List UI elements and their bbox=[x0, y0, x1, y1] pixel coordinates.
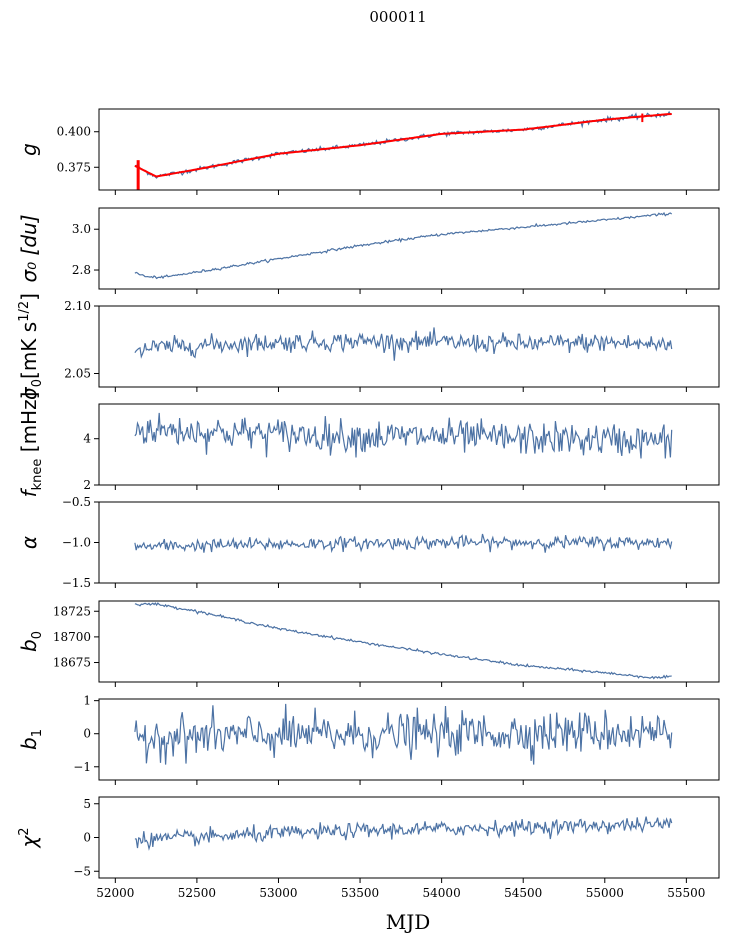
x-tick-label: 52000 bbox=[96, 886, 134, 900]
x-tick-label: 52500 bbox=[178, 886, 216, 900]
y-axis-label-g: g bbox=[17, 143, 41, 156]
y-tick-label: 0.375 bbox=[57, 160, 91, 174]
x-tick-label: 54000 bbox=[423, 886, 461, 900]
y-tick-label: 0.400 bbox=[57, 125, 91, 139]
x-tick-label: 55000 bbox=[586, 886, 624, 900]
y-axis-label-chi2: χ2 bbox=[17, 827, 41, 848]
axes-frame-b0 bbox=[98, 600, 720, 683]
subplot-b1: −1 0 1 b1 bbox=[17, 694, 720, 785]
subplot-fknee: 2 4 fknee [mHz] bbox=[17, 392, 720, 498]
x-tick-label: 54500 bbox=[504, 886, 542, 900]
y-tick-label: −1.0 bbox=[62, 536, 91, 550]
series-line-b0 bbox=[134, 602, 672, 680]
series-line-b1 bbox=[134, 703, 673, 765]
y-axis-label-sigma0_du: σ₀ [du] bbox=[17, 214, 41, 282]
y-tick-label: 5 bbox=[83, 797, 91, 811]
y-tick-label: −0.5 bbox=[62, 495, 91, 509]
subplot-g: 0.375 0.400 g bbox=[17, 108, 720, 195]
y-tick-label: 2.8 bbox=[72, 263, 91, 277]
subplot-alpha: −1.5 −1.0 −0.5 α bbox=[17, 495, 720, 590]
y-tick-label: 4 bbox=[83, 432, 91, 446]
subplot-b0: 18675 18700 18725 b0 bbox=[17, 600, 720, 687]
subplot-sigma0_du: 2.8 3.0 σ₀ [du] bbox=[17, 207, 720, 294]
axes-frame-g bbox=[98, 108, 720, 191]
series-line-chi2 bbox=[134, 816, 673, 851]
y-tick-label: 0 bbox=[83, 727, 91, 741]
y-tick-label: 2.05 bbox=[64, 367, 91, 381]
y-tick-label: 2.10 bbox=[64, 299, 91, 313]
axes-frame-b1 bbox=[98, 698, 720, 781]
y-tick-label: −1.5 bbox=[62, 576, 91, 590]
y-axis-label-fknee: fknee [mHz] bbox=[17, 392, 45, 498]
axes-frame-sigma0_du bbox=[98, 207, 720, 290]
subplot-stack: 0.375 0.400 g 2.8 3.0 σ₀ [du] 2.05 2.10 σ0[mK s1… bbox=[17, 108, 720, 900]
axes-frame-sigma0_mK bbox=[98, 305, 720, 388]
axes-frame-chi2 bbox=[98, 796, 720, 879]
series-line-alpha bbox=[134, 533, 673, 554]
subplot-chi2: −5 0 5 52000 52500 53000 53500 54000 54500 55000 5… bbox=[17, 796, 720, 900]
subplot-sigma0_mK: 2.05 2.10 σ0[mK s1/2] bbox=[17, 293, 720, 400]
y-tick-label: 0 bbox=[83, 831, 91, 845]
axes-frame-fknee bbox=[98, 403, 720, 486]
x-tick-label: 55500 bbox=[667, 886, 705, 900]
y-tick-label: −5 bbox=[73, 864, 91, 878]
y-axis-label-b0: b0 bbox=[17, 631, 45, 652]
series-line-sigma0_mK bbox=[134, 327, 673, 361]
x-tick-label: 53000 bbox=[259, 886, 297, 900]
y-tick-label: 18725 bbox=[53, 604, 91, 618]
y-tick-label: −1 bbox=[73, 760, 91, 774]
y-tick-label: 18700 bbox=[53, 630, 91, 644]
y-axis-label-b1: b1 bbox=[17, 729, 45, 750]
series-line-fknee bbox=[134, 412, 673, 459]
y-tick-label: 1 bbox=[83, 694, 91, 708]
y-tick-label: 18675 bbox=[53, 656, 91, 670]
x-axis-label: MJD bbox=[386, 910, 431, 934]
x-tick-label: 53500 bbox=[341, 886, 379, 900]
series-line-sigma0_du bbox=[134, 211, 673, 280]
figure-suptitle: 000011 bbox=[369, 8, 426, 26]
y-axis-label-sigma0_mK: σ0[mK s1/2] bbox=[17, 293, 45, 400]
fit-line-g bbox=[134, 113, 672, 178]
y-tick-label: 3.0 bbox=[72, 222, 91, 236]
y-axis-label-alpha: α bbox=[17, 536, 41, 549]
y-tick-label: 2 bbox=[83, 478, 91, 492]
